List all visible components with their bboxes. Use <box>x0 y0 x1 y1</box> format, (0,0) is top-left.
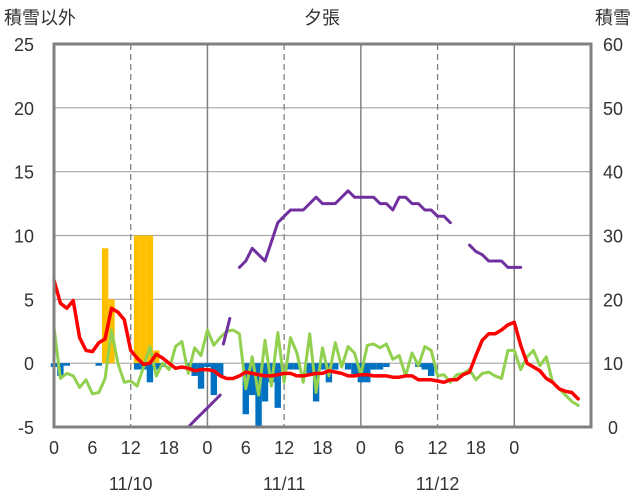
temperature-line <box>52 278 580 401</box>
snowfall-bar <box>133 235 141 364</box>
x-tick-label: 12 <box>121 438 141 458</box>
x-tick-label: 6 <box>241 438 251 458</box>
snowfall-bar <box>146 235 154 364</box>
date-label: 11/12 <box>416 474 460 494</box>
x-tick-label: 0 <box>509 438 519 458</box>
date-label: 11/11 <box>263 474 305 494</box>
precip-bar <box>261 363 269 402</box>
x-tick-label: 6 <box>394 438 404 458</box>
right-tick-label: 50 <box>603 99 623 119</box>
precip-bar <box>197 363 205 389</box>
precip-bar <box>332 363 339 370</box>
left-tick-label: 15 <box>14 163 34 183</box>
left-tick-label: 5 <box>24 290 34 310</box>
right-tick-label: 20 <box>603 290 623 310</box>
right-tick-label: 60 <box>603 35 623 55</box>
precip-bar <box>133 363 141 370</box>
precip-bar <box>204 363 211 367</box>
precip-bar <box>421 363 428 370</box>
precip-bar <box>427 363 435 376</box>
right-tick-label: 30 <box>603 227 623 247</box>
precip-bar <box>376 363 384 370</box>
dewpoint-line <box>52 325 580 407</box>
left-axis-ticks: 25 20 15 10 5 0 -5 <box>14 35 34 438</box>
left-tick-label: -5 <box>18 418 34 438</box>
lines-layer <box>52 189 580 429</box>
precip-bar <box>248 363 256 396</box>
left-axis-title: 積雪以外 <box>4 8 76 29</box>
x-tick-label: 12 <box>274 438 294 458</box>
left-tick-label: 20 <box>14 99 34 119</box>
snowfall-bar <box>101 248 109 364</box>
precip-bar <box>268 363 275 383</box>
x-tick-label: 18 <box>466 438 486 458</box>
snow_depth-line <box>52 393 222 429</box>
x-tick-label: 0 <box>356 438 366 458</box>
snow_depth-line <box>237 189 452 269</box>
precip-bar <box>287 363 294 370</box>
precip-bar <box>344 363 352 370</box>
x-axis-date-labels: 11/10 11/11 11/12 <box>109 474 460 494</box>
snowfall-bar <box>140 235 147 364</box>
chart-title: 夕張 <box>304 8 340 29</box>
precip-bar <box>274 363 281 408</box>
left-tick-label: 0 <box>24 354 34 374</box>
snow_depth-line <box>468 243 523 269</box>
x-tick-label: 6 <box>87 438 97 458</box>
x-tick-label: 18 <box>312 438 332 458</box>
x-tick-label: 0 <box>49 438 59 458</box>
precip-bar <box>306 363 313 376</box>
precip-bar <box>95 363 102 366</box>
precip-bar <box>217 363 224 376</box>
left-tick-label: 10 <box>14 227 34 247</box>
x-tick-label: 12 <box>428 438 448 458</box>
right-axis-ticks: 60 50 40 30 20 10 0 <box>603 35 623 438</box>
snow_depth-line <box>221 317 232 346</box>
x-axis-hour-ticks: 0 6 12 18 0 6 12 18 0 6 12 18 0 <box>49 438 519 458</box>
precip-bar <box>293 363 301 370</box>
precip-bar <box>370 363 377 370</box>
right-tick-label: 0 <box>608 418 618 438</box>
precip-bar <box>210 363 218 396</box>
precip-bar <box>146 363 154 383</box>
precip-bar <box>364 363 371 383</box>
x-tick-label: 0 <box>202 438 212 458</box>
right-tick-label: 10 <box>603 354 623 374</box>
right-tick-label: 40 <box>603 163 623 183</box>
date-label: 11/10 <box>109 474 153 494</box>
precip-bar <box>383 363 390 367</box>
x-tick-label: 18 <box>159 438 179 458</box>
right-axis-title: 積雪 <box>595 8 631 29</box>
precip-bar <box>319 363 326 370</box>
precip-bar <box>153 363 160 370</box>
left-tick-label: 25 <box>14 35 34 55</box>
precip-bar <box>63 363 70 366</box>
precip-bar <box>351 363 358 376</box>
plot-frame <box>52 42 593 429</box>
